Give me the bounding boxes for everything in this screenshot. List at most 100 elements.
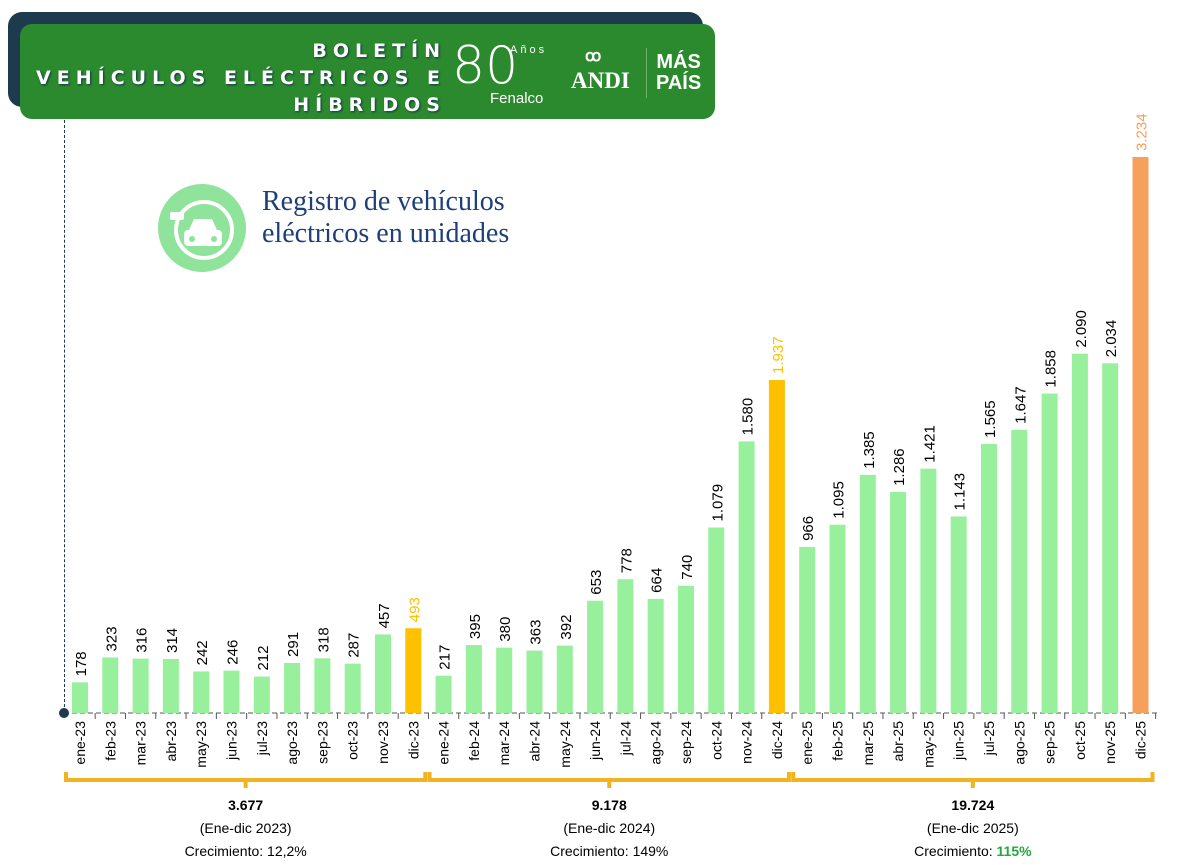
x-tick-label-abr-23: abr-23 bbox=[163, 721, 179, 762]
value-label-nov-25: 2.034 bbox=[1103, 320, 1120, 358]
x-tick-label-dic-24: dic-24 bbox=[769, 721, 785, 759]
bar-may-23 bbox=[193, 671, 210, 713]
bar-jul-24 bbox=[617, 579, 634, 713]
x-tick-label-feb-23: feb-23 bbox=[102, 721, 118, 761]
bar-jul-23 bbox=[253, 676, 270, 713]
value-label-feb-23: 323 bbox=[103, 626, 120, 651]
value-label-oct-25: 2.090 bbox=[1073, 310, 1090, 348]
x-tick-label-jun-25: jun-25 bbox=[951, 721, 967, 761]
bar-feb-23 bbox=[102, 657, 119, 713]
x-tick-label-sep-24: sep-24 bbox=[678, 721, 694, 764]
chart-title: Registro de vehículos eléctricos en unid… bbox=[262, 186, 509, 250]
x-tick-label-jul-25: jul-25 bbox=[981, 721, 997, 756]
chart-title-line: eléctricos en unidades bbox=[262, 218, 510, 249]
bar-abr-25 bbox=[890, 491, 907, 713]
x-tick-label-ene-24: ene-24 bbox=[436, 721, 452, 765]
x-tick-label-abr-24: abr-24 bbox=[527, 721, 543, 762]
bar-ene-25 bbox=[799, 546, 816, 713]
bar-abr-24 bbox=[526, 650, 543, 713]
year-total: 3.677 bbox=[228, 797, 263, 813]
x-tick-label-may-25: may-25 bbox=[920, 721, 936, 768]
value-label-sep-23: 318 bbox=[315, 627, 332, 652]
mas-text: MÁS bbox=[656, 51, 701, 73]
x-tick-label-feb-24: feb-24 bbox=[466, 721, 482, 761]
year-growth: Crecimiento: 149% bbox=[550, 843, 668, 859]
x-tick-label-jul-24: jul-24 bbox=[617, 721, 633, 756]
x-tick-label-ago-25: ago-25 bbox=[1011, 721, 1027, 765]
x-tick-label-dic-23: dic-23 bbox=[405, 721, 421, 759]
value-label-jul-23: 212 bbox=[255, 646, 272, 671]
value-label-nov-23: 457 bbox=[376, 603, 393, 628]
mas-pais-logo: MÁS PAÍS bbox=[656, 52, 701, 94]
year-brace bbox=[427, 772, 791, 788]
value-label-dic-23: 493 bbox=[406, 597, 423, 622]
value-label-sep-25: 1.858 bbox=[1043, 350, 1060, 388]
value-label-ago-24: 664 bbox=[649, 568, 666, 593]
year-total: 9.178 bbox=[592, 797, 627, 813]
x-tick-label-feb-25: feb-25 bbox=[830, 721, 846, 761]
title-line: VEHÍCULOS ELÉCTRICOS E bbox=[36, 67, 446, 89]
x-tick-label-oct-23: oct-23 bbox=[345, 721, 361, 760]
bar-sep-24 bbox=[678, 585, 694, 713]
logo-divider bbox=[646, 48, 647, 98]
value-label-feb-25: 1.095 bbox=[831, 481, 848, 519]
bar-may-25 bbox=[920, 468, 937, 713]
bar-ago-23 bbox=[284, 662, 301, 713]
value-label-dic-24: 1.937 bbox=[770, 336, 787, 374]
axis-origin-dot bbox=[59, 708, 69, 718]
value-label-sep-24: 740 bbox=[679, 555, 696, 580]
bar-jun-24 bbox=[587, 600, 604, 713]
x-tick-label-oct-25: oct-25 bbox=[1072, 721, 1088, 760]
value-label-may-25: 1.421 bbox=[921, 425, 938, 463]
fenalco-anos: Años bbox=[510, 44, 548, 56]
x-tick-label-may-23: may-23 bbox=[193, 721, 209, 768]
year-period: (Ene-dic 2025) bbox=[927, 820, 1019, 836]
year-growth: Crecimiento: 115% bbox=[914, 843, 1032, 859]
x-tick-label-abr-25: abr-25 bbox=[890, 721, 906, 762]
timeline-dashed-line bbox=[64, 120, 65, 712]
chart-title-line: Registro de vehículos bbox=[262, 186, 505, 217]
value-label-jul-25: 1.565 bbox=[982, 400, 999, 438]
electric-car-icon bbox=[158, 184, 246, 272]
growth-label: Crecimiento: bbox=[914, 843, 996, 859]
bar-dic-25 bbox=[1132, 157, 1149, 713]
header-banner: BOLETÍN VEHÍCULOS ELÉCTRICOS E HÍBRIDOS … bbox=[20, 24, 715, 119]
bar-dic-24 bbox=[768, 379, 785, 713]
x-tick-label-mar-25: mar-25 bbox=[860, 721, 876, 766]
value-label-abr-25: 1.286 bbox=[891, 448, 908, 486]
year-brace bbox=[791, 772, 1155, 788]
bar-mar-23 bbox=[132, 658, 149, 713]
x-tick-label-nov-24: nov-24 bbox=[739, 721, 755, 764]
x-tick-label-sep-23: sep-23 bbox=[314, 721, 330, 764]
x-tick-label-ene-25: ene-25 bbox=[799, 721, 815, 765]
x-tick-label-ago-23: ago-23 bbox=[284, 721, 300, 765]
year-growth: Crecimiento: 12,2% bbox=[185, 843, 307, 859]
andi-logo: ANDI bbox=[571, 68, 630, 93]
value-label-jun-25: 1.143 bbox=[952, 473, 969, 511]
x-tick-label-ago-24: ago-24 bbox=[648, 721, 664, 765]
bar-dic-23 bbox=[405, 628, 422, 713]
bar-nov-25 bbox=[1102, 363, 1119, 713]
value-label-ago-23: 291 bbox=[285, 632, 302, 657]
bar-jun-25 bbox=[950, 516, 967, 713]
bar-sep-25 bbox=[1041, 393, 1058, 713]
value-label-ago-25: 1.647 bbox=[1012, 386, 1029, 424]
value-label-jul-24: 778 bbox=[618, 548, 635, 573]
year-period: (Ene-dic 2023) bbox=[200, 820, 292, 836]
bar-jun-23 bbox=[223, 670, 240, 713]
bar-ene-24 bbox=[435, 675, 452, 713]
bar-ago-24 bbox=[647, 598, 664, 713]
value-label-dic-25: 3.234 bbox=[1134, 113, 1151, 151]
value-label-may-23: 242 bbox=[194, 640, 211, 665]
value-label-jun-23: 246 bbox=[225, 640, 242, 665]
year-period: (Ene-dic 2024) bbox=[563, 820, 655, 836]
bar-mar-25 bbox=[859, 474, 876, 713]
bar-abr-23 bbox=[162, 659, 179, 713]
bar-oct-25 bbox=[1071, 353, 1088, 713]
value-label-feb-24: 395 bbox=[467, 614, 484, 639]
bar-oct-23 bbox=[344, 663, 361, 713]
x-tick-label-jul-23: jul-23 bbox=[254, 721, 270, 756]
x-tick-label-mar-24: mar-24 bbox=[496, 721, 512, 766]
x-tick-label-nov-25: nov-25 bbox=[1102, 721, 1118, 764]
